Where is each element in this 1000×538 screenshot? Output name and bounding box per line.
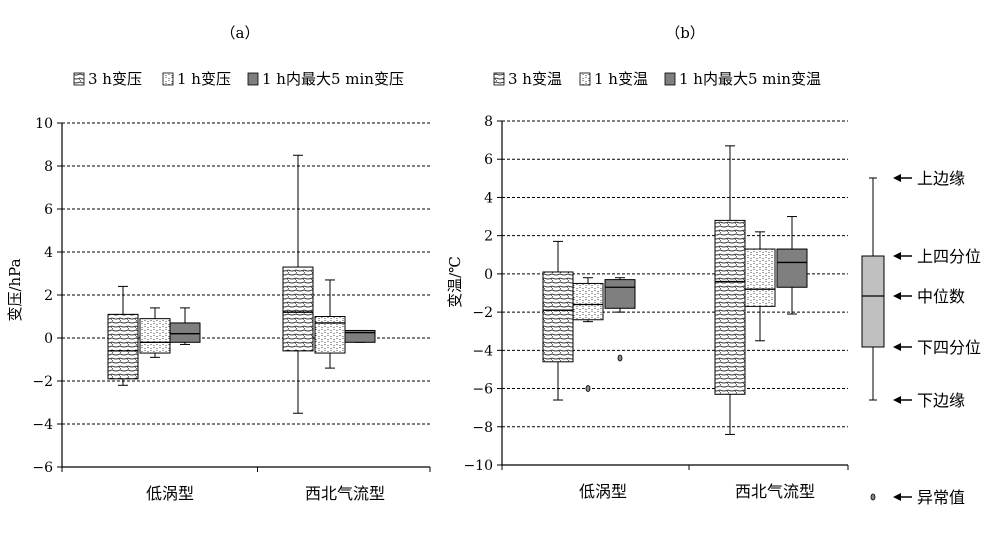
panel-a-ylabel: 变压/hPa (6, 258, 24, 321)
y-tick-label: −8 (472, 420, 493, 436)
panel-b: （b） 3 h变温 1 h变温 1 h内最大5 min变温 −10 −8 −6 −4 −2 0… (446, 24, 849, 501)
key-arrow-icon (893, 292, 901, 300)
key-label: 上边缘 (917, 169, 965, 188)
legend-label: 1 h变压 (177, 70, 231, 88)
panel-b-axes: −10 −8 −6 −4 −2 0 2 4 6 8 低涡型 西北气流型 (463, 114, 849, 501)
panel-b-boxes (542, 145, 808, 435)
y-tick-label: −2 (32, 374, 53, 390)
outlier-point (585, 385, 591, 392)
box (314, 316, 346, 354)
box (776, 248, 808, 288)
x-tick-label: 西北气流型 (305, 484, 385, 503)
panel-a-label: （a） (221, 24, 260, 42)
outlier-point (617, 354, 623, 362)
box (744, 248, 776, 307)
x-tick-label: 西北气流型 (735, 482, 815, 501)
panel-b-ylabel: 变温/℃ (446, 256, 464, 308)
key-label: 上四分位 (917, 247, 981, 266)
y-tick-label: −6 (472, 382, 493, 398)
panel-a-boxes (107, 154, 376, 414)
legend-label: 1 h变温 (594, 70, 648, 88)
y-tick-label: −4 (32, 417, 53, 433)
x-tick-label: 低涡型 (579, 482, 627, 501)
key-arrow-icon (893, 396, 901, 404)
key-label: 异常值 (917, 488, 965, 507)
key-label: 中位数 (917, 287, 965, 306)
box (344, 329, 376, 343)
box (604, 279, 636, 309)
box (714, 219, 746, 395)
box (169, 322, 201, 343)
y-tick-label: −10 (463, 458, 493, 474)
panel-b-label: （b） (665, 24, 705, 42)
y-tick-label: −2 (472, 305, 493, 321)
key-arrow-icon (893, 493, 901, 501)
panel-a-grid (62, 122, 430, 468)
box (139, 318, 171, 354)
key-arrow-icon (893, 174, 901, 182)
key-label: 下边缘 (917, 391, 965, 410)
y-tick-label: 0 (44, 331, 53, 347)
box (107, 313, 139, 380)
legend-label: 3 h变压 (88, 70, 142, 88)
legend-label: 1 h内最大5 min变温 (679, 70, 821, 88)
legend-swatch (493, 72, 505, 86)
panel-a-legend: 3 h变压 1 h变压 1 h内最大5 min变压 (73, 70, 404, 88)
y-tick-label: 10 (35, 116, 53, 132)
panel-a-axes: −6 −4 −2 0 2 4 6 8 10 低涡型 西北气流型 (32, 116, 431, 503)
y-tick-label: 6 (44, 202, 53, 218)
y-tick-label: 8 (44, 159, 53, 175)
y-tick-label: −4 (472, 343, 493, 359)
key-box (861, 255, 885, 348)
legend-swatch (73, 72, 85, 86)
panel-a: （a） 3 h变压 1 h变压 1 h内最大5 min变压 −6 −4 −2 0 2 4 6 8 1… (6, 24, 431, 503)
key-arrow-icon (893, 252, 901, 260)
legend-swatch (579, 72, 591, 86)
box (572, 282, 604, 321)
key-arrow-icon (893, 343, 901, 351)
y-tick-label: 2 (44, 288, 53, 304)
legend-label: 3 h变温 (508, 70, 562, 88)
panel-b-legend: 3 h变温 1 h变温 1 h内最大5 min变温 (493, 70, 821, 88)
key-label: 下四分位 (917, 338, 981, 357)
box (282, 266, 314, 352)
y-tick-label: 8 (484, 114, 493, 130)
legend-swatch (162, 72, 174, 86)
key-outlier-point (870, 493, 876, 501)
x-tick-label: 低涡型 (146, 484, 194, 503)
y-tick-label: −6 (32, 460, 53, 476)
y-tick-label: 4 (484, 190, 493, 206)
y-tick-label: 4 (44, 245, 53, 261)
legend-label: 1 h内最大5 min变压 (262, 70, 404, 88)
y-tick-label: 6 (484, 152, 493, 168)
y-tick-label: 0 (484, 267, 493, 283)
y-tick-label: 2 (484, 229, 493, 245)
box (542, 271, 574, 363)
legend-swatch (247, 72, 259, 86)
legend-swatch (664, 72, 676, 86)
